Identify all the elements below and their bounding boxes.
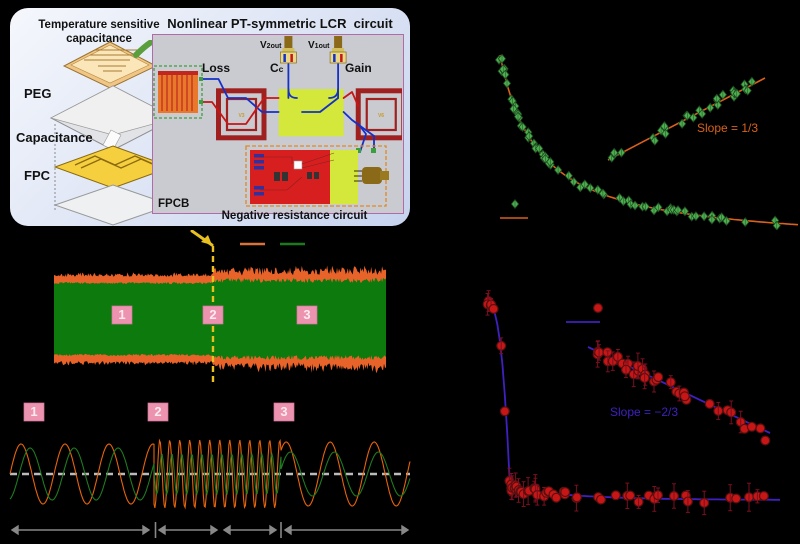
svg-text:3: 3	[280, 404, 287, 419]
svg-text:1: 1	[118, 307, 125, 322]
svg-text:2: 2	[209, 307, 216, 322]
svg-text:V6: V6	[378, 113, 384, 119]
svg-text:1: 1	[30, 404, 37, 419]
svg-text:V3: V3	[238, 113, 244, 119]
svg-text:Slope = 1/3: Slope = 1/3	[697, 121, 758, 135]
svg-text:2: 2	[154, 404, 161, 419]
svg-text:Slope = −2/3: Slope = −2/3	[610, 405, 678, 419]
svg-text:3: 3	[303, 307, 310, 322]
